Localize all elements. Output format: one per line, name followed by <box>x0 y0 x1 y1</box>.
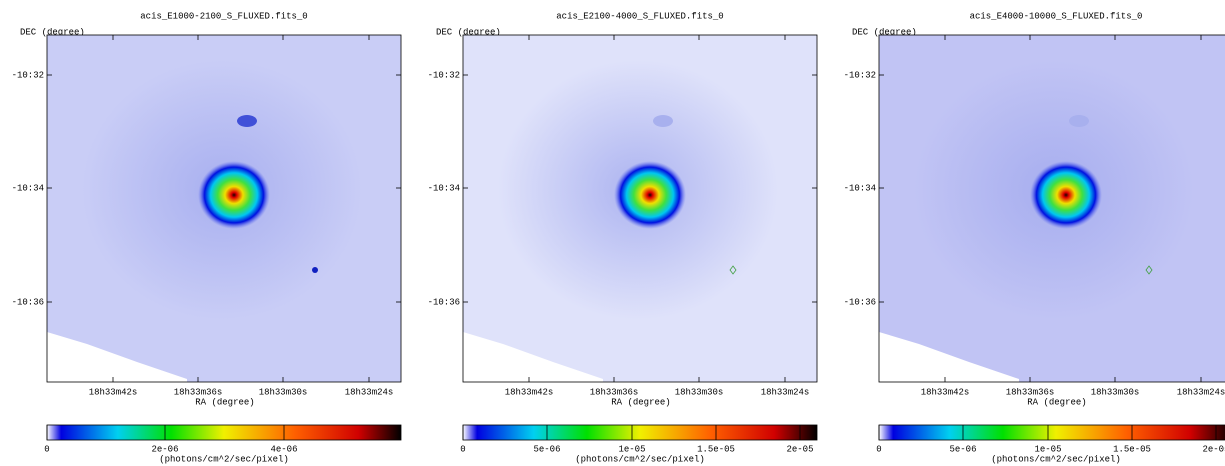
x-tick-label: 18h33m30s <box>1091 387 1140 397</box>
colorbar-tick-label: 0 <box>44 444 49 454</box>
panel: acis_E4000-10000_S_FLUXED.fits_0 DEC (deg… <box>844 11 1225 464</box>
colorbar-tick-label: 5e-06 <box>533 444 560 454</box>
y-axis-label: DEC (degree) <box>436 27 501 37</box>
y-tick-label: -10:34 <box>428 183 460 193</box>
bright-source <box>614 161 686 229</box>
region-marker <box>1145 265 1153 275</box>
no-data-region <box>47 332 187 382</box>
x-tick-label: 18h33m42s <box>921 387 970 397</box>
x-tick-label: 18h33m30s <box>675 387 724 397</box>
image-frame <box>878 34 1225 383</box>
colorbar-tick-label: 0 <box>460 444 465 454</box>
y-tick-label: -10:36 <box>12 297 44 307</box>
colorbar-tick-label: 0 <box>876 444 881 454</box>
image-frame <box>46 34 402 383</box>
x-tick-label: 18h33m24s <box>761 387 810 397</box>
colorbar-tick-label: 2e-05 <box>1202 444 1225 454</box>
no-data-region <box>879 332 1019 382</box>
colorbar-tick-label: 1e-05 <box>1034 444 1061 454</box>
y-axis-label: DEC (degree) <box>20 27 85 37</box>
colorbar-tick-label: 1.5e-05 <box>1113 444 1151 454</box>
point-source <box>312 267 318 273</box>
panel: acis_E2100-4000_S_FLUXED.fits_0 DEC (degr… <box>428 11 818 464</box>
x-tick-label: 18h33m30s <box>259 387 308 397</box>
panel-title: acis_E4000-10000_S_FLUXED.fits_0 <box>970 11 1143 21</box>
no-data-region <box>463 332 603 382</box>
x-tick-label: 18h33m36s <box>1006 387 1055 397</box>
colorbar <box>878 424 1225 441</box>
faint-source <box>1069 115 1089 127</box>
colorbar-tick-label: 1e-05 <box>618 444 645 454</box>
colorbar <box>462 424 818 441</box>
y-tick-label: -10:34 <box>844 183 876 193</box>
y-axis-label: DEC (degree) <box>852 27 917 37</box>
bright-source <box>1030 161 1102 229</box>
x-tick-label: 18h33m36s <box>174 387 223 397</box>
colorbar-label: (photons/cm^2/sec/pixel) <box>575 454 705 464</box>
y-tick-label: -10:34 <box>12 183 44 193</box>
colorbar-tick-label: 2e-06 <box>151 444 178 454</box>
x-tick-label: 18h33m24s <box>1177 387 1225 397</box>
faint-source <box>237 115 257 127</box>
panels: acis_E1000-2100_S_FLUXED.fits_0 DEC (degr… <box>12 11 1225 464</box>
x-tick-label: 18h33m24s <box>345 387 394 397</box>
x-tick-label: 18h33m36s <box>590 387 639 397</box>
x-axis-label: RA (degree) <box>195 397 254 407</box>
panel-title: acis_E1000-2100_S_FLUXED.fits_0 <box>140 11 307 21</box>
x-tick-label: 18h33m42s <box>89 387 138 397</box>
colorbar-label: (photons/cm^2/sec/pixel) <box>159 454 289 464</box>
faint-source <box>653 115 673 127</box>
colorbar-tick-label: 4e-06 <box>270 444 297 454</box>
bright-source <box>198 161 270 229</box>
x-tick-label: 18h33m42s <box>505 387 554 397</box>
colorbar-tick-label: 2e-05 <box>786 444 813 454</box>
colorbar-tick-label: 5e-06 <box>949 444 976 454</box>
image-frame <box>462 34 818 383</box>
y-tick-label: -10:32 <box>844 70 876 80</box>
x-axis-label: RA (degree) <box>611 397 670 407</box>
y-tick-label: -10:36 <box>844 297 876 307</box>
y-tick-label: -10:32 <box>428 70 460 80</box>
colorbar <box>46 424 402 441</box>
panel: acis_E1000-2100_S_FLUXED.fits_0 DEC (degr… <box>12 11 402 464</box>
panel-title: acis_E2100-4000_S_FLUXED.fits_0 <box>556 11 723 21</box>
x-axis-label: RA (degree) <box>1027 397 1086 407</box>
colorbar-tick-label: 1.5e-05 <box>697 444 735 454</box>
colorbar-label: (photons/cm^2/sec/pixel) <box>991 454 1121 464</box>
y-tick-label: -10:36 <box>428 297 460 307</box>
region-marker <box>729 265 737 275</box>
y-tick-label: -10:32 <box>12 70 44 80</box>
